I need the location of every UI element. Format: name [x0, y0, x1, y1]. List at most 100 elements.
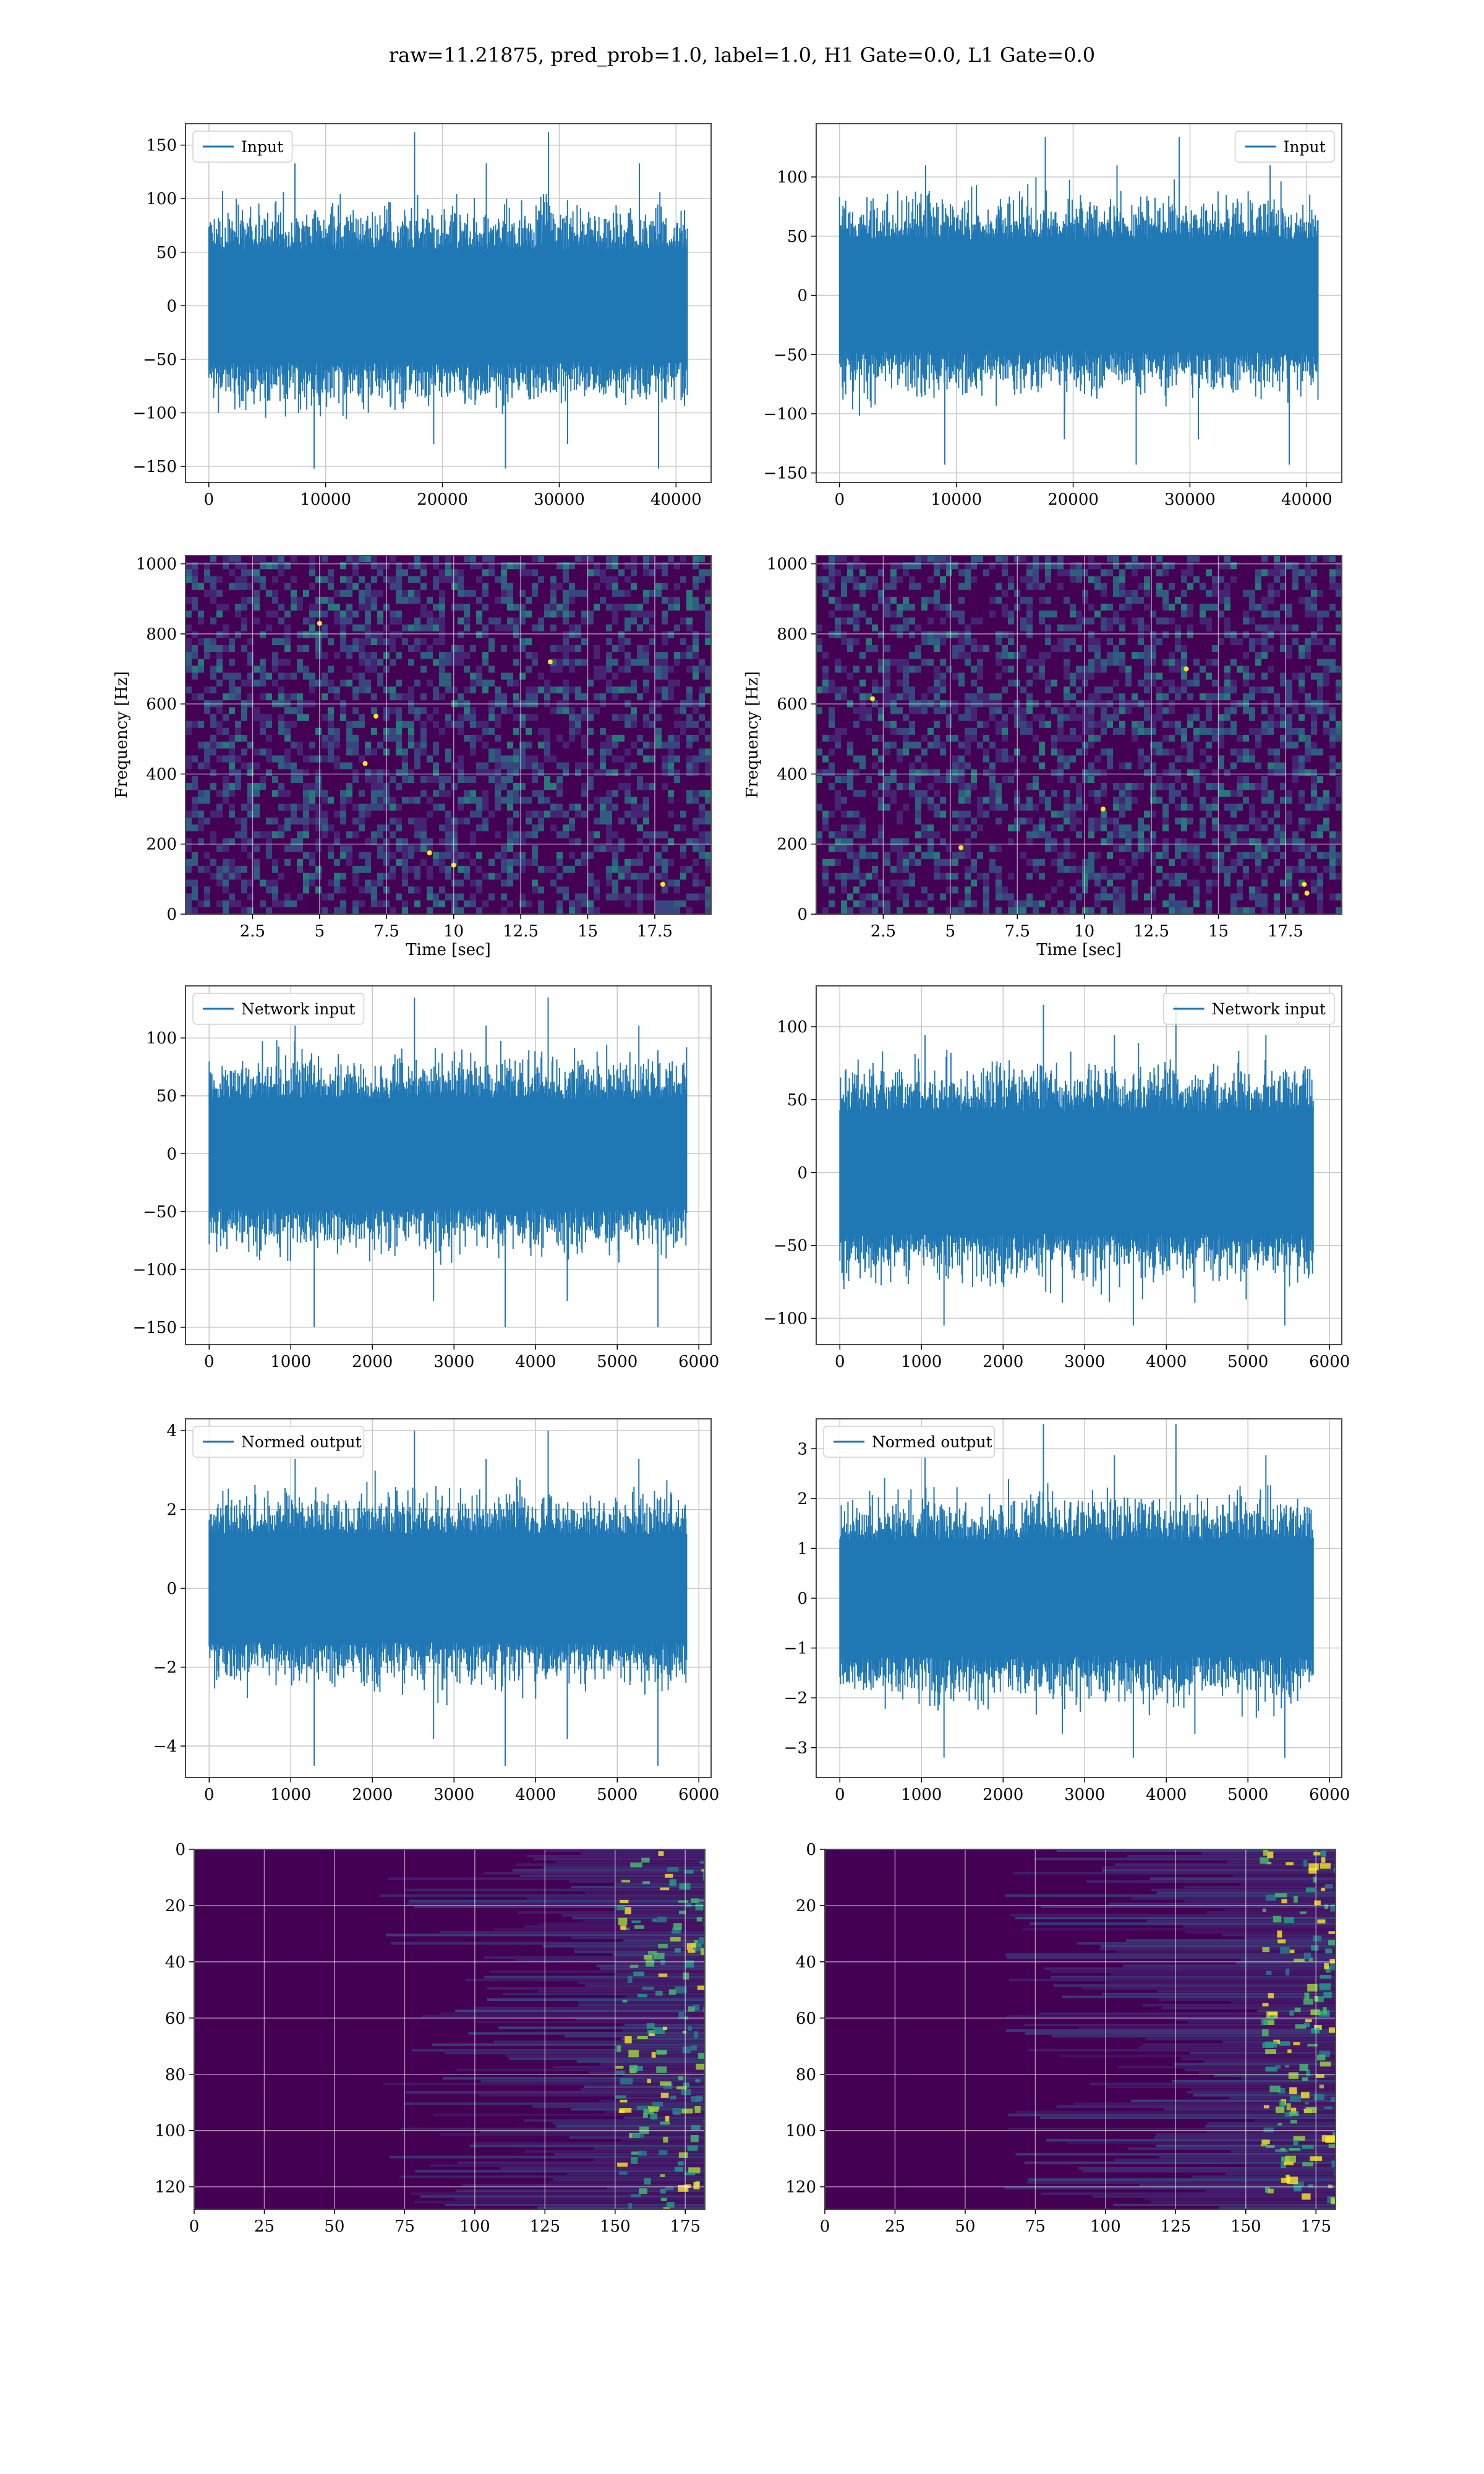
- spec-cell: [519, 589, 526, 597]
- spec-cell: [297, 666, 303, 673]
- spec-cell: [550, 624, 556, 631]
- feature-hot: [693, 1947, 702, 1951]
- spec-cell: [247, 907, 254, 914]
- spec-cell: [420, 858, 427, 866]
- spec-cell: [445, 748, 451, 756]
- spec-cell: [408, 624, 414, 631]
- spec-cell: [655, 562, 662, 570]
- spec-cell: [878, 686, 884, 694]
- spec-cell: [365, 555, 371, 563]
- spec-cell: [631, 721, 637, 728]
- spec-cell: [550, 604, 556, 611]
- spec-cell: [680, 555, 686, 563]
- spec-cell: [359, 824, 365, 832]
- spec-cell: [569, 865, 575, 873]
- spec-cell: [1033, 858, 1039, 866]
- spec-cell: [903, 858, 909, 866]
- feature-hot: [1263, 1849, 1268, 1856]
- spec-cell: [1200, 693, 1206, 701]
- feature-hot: [1329, 1959, 1336, 1964]
- spec-cell: [1026, 803, 1033, 811]
- feature-hot: [650, 2113, 658, 2120]
- spec-cell: [1094, 893, 1101, 901]
- spec-cell: [1125, 824, 1132, 832]
- spec-cell: [235, 721, 241, 728]
- feature-hot: [648, 2105, 660, 2110]
- spec-cell: [1064, 790, 1070, 797]
- spec-cell: [396, 652, 402, 659]
- spec-cell: [1033, 803, 1039, 811]
- spec-cell: [433, 638, 439, 645]
- feature-row: [575, 2018, 705, 2021]
- y-tick-label: 0: [797, 287, 808, 306]
- feature-hot: [647, 2030, 656, 2034]
- spec-cell: [631, 803, 637, 811]
- spec-cell: [884, 721, 890, 728]
- feature-hot: [1267, 1851, 1274, 1859]
- spec-cell: [934, 852, 940, 859]
- spec-cell: [859, 589, 866, 597]
- spec-cell: [204, 755, 210, 763]
- spec-cell: [390, 873, 396, 880]
- spec-cell: [1026, 631, 1033, 638]
- feature-row: [1109, 1903, 1336, 1906]
- spec-cell: [247, 880, 254, 887]
- spec-cell: [1169, 873, 1175, 880]
- spec-cell: [284, 900, 291, 907]
- spec-cell: [1224, 865, 1230, 873]
- spec-cell: [952, 707, 958, 714]
- spec-cell: [556, 900, 563, 907]
- spec-cell: [210, 617, 216, 625]
- spec-cell: [538, 686, 544, 694]
- spec-cell: [1298, 755, 1305, 763]
- spec-cell: [192, 631, 198, 638]
- spec-cell: [464, 589, 470, 597]
- spec-cell: [1298, 880, 1305, 887]
- spec-cell: [1280, 742, 1286, 749]
- spec-cell: [655, 666, 662, 673]
- spec-cell: [439, 610, 445, 618]
- spec-cell: [662, 886, 668, 894]
- spec-cell: [1237, 803, 1243, 811]
- feature-hot: [704, 2013, 705, 2020]
- spec-cell: [643, 721, 649, 728]
- spec-cell: [1150, 762, 1156, 769]
- spec-cell: [1323, 865, 1329, 873]
- spec-cell: [1039, 748, 1045, 756]
- spec-cell: [977, 666, 983, 673]
- spec-cell: [328, 797, 334, 804]
- spec-cell: [322, 797, 328, 804]
- spec-cell: [303, 831, 309, 839]
- spec-cell: [618, 714, 625, 721]
- spec-cell: [1082, 742, 1088, 749]
- spec-cell: [587, 617, 594, 625]
- spec-cell: [1218, 742, 1224, 749]
- spec-cell: [328, 755, 334, 763]
- feature-hot: [675, 2167, 683, 2172]
- spec-cell: [371, 555, 377, 563]
- spec-cell: [829, 686, 835, 694]
- spec-cell: [575, 907, 581, 914]
- spec-cell: [1064, 735, 1070, 742]
- spec-cell: [1218, 783, 1224, 790]
- spec-cell: [377, 824, 383, 832]
- spec-cell: [538, 769, 544, 776]
- spec-cell: [328, 748, 334, 756]
- feature-row: [1102, 1868, 1336, 1872]
- spec-cell: [625, 893, 631, 901]
- feature-row: [1139, 2046, 1336, 2049]
- spec-cell: [618, 845, 625, 852]
- feature-hot: [1279, 2041, 1290, 2046]
- spec-cell: [884, 776, 890, 784]
- spec-cell: [1224, 624, 1230, 631]
- feature-row: [1190, 2088, 1336, 2091]
- feature-hot: [618, 2109, 625, 2113]
- spec-cell: [1243, 693, 1249, 701]
- spec-cell: [328, 845, 334, 852]
- spec-cell: [884, 852, 890, 859]
- feature-row: [1115, 1950, 1336, 1953]
- spec-cell: [977, 810, 983, 818]
- spec-cell: [859, 852, 866, 859]
- spec-cell: [414, 679, 420, 687]
- spec-cell: [439, 666, 445, 673]
